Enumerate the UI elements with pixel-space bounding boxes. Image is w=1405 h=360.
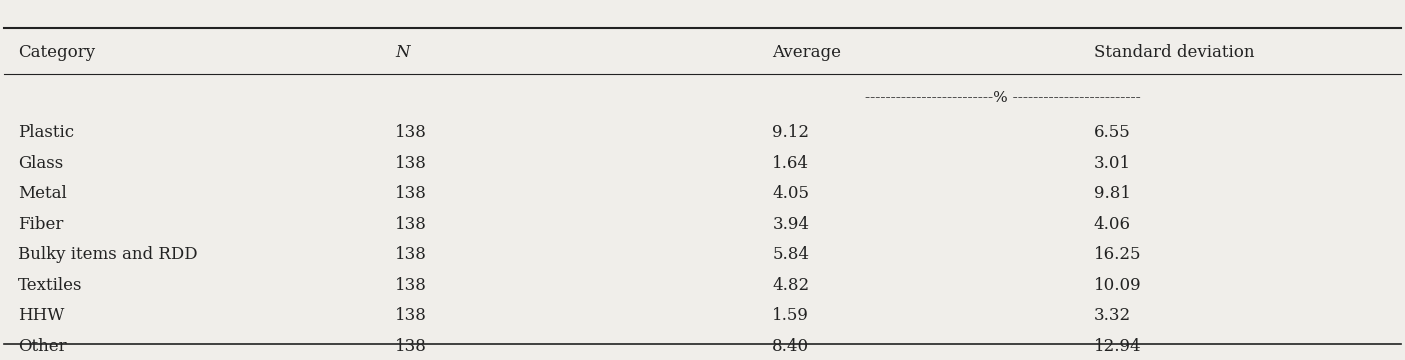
- Text: 1.59: 1.59: [773, 307, 809, 324]
- Text: Other: Other: [18, 338, 67, 355]
- Text: 9.81: 9.81: [1093, 185, 1131, 202]
- Text: 138: 138: [395, 307, 427, 324]
- Text: N: N: [395, 44, 410, 61]
- Text: 3.94: 3.94: [773, 216, 809, 233]
- Text: 10.09: 10.09: [1093, 277, 1141, 294]
- Text: Metal: Metal: [18, 185, 67, 202]
- Text: 3.01: 3.01: [1093, 154, 1131, 172]
- Text: 138: 138: [395, 124, 427, 141]
- Text: 4.05: 4.05: [773, 185, 809, 202]
- Text: 16.25: 16.25: [1093, 246, 1141, 263]
- Text: 138: 138: [395, 154, 427, 172]
- Text: 9.12: 9.12: [773, 124, 809, 141]
- Text: Fiber: Fiber: [18, 216, 63, 233]
- Text: 5.84: 5.84: [773, 246, 809, 263]
- Text: Glass: Glass: [18, 154, 63, 172]
- Text: 138: 138: [395, 277, 427, 294]
- Text: 8.40: 8.40: [773, 338, 809, 355]
- Text: HHW: HHW: [18, 307, 65, 324]
- Text: Category: Category: [18, 44, 96, 61]
- Text: Textiles: Textiles: [18, 277, 83, 294]
- Text: 138: 138: [395, 338, 427, 355]
- Text: Bulky items and RDD: Bulky items and RDD: [18, 246, 198, 263]
- Text: 138: 138: [395, 216, 427, 233]
- Text: 4.82: 4.82: [773, 277, 809, 294]
- Text: 138: 138: [395, 185, 427, 202]
- Text: 1.64: 1.64: [773, 154, 809, 172]
- Text: 3.32: 3.32: [1093, 307, 1131, 324]
- Text: Plastic: Plastic: [18, 124, 74, 141]
- Text: 138: 138: [395, 246, 427, 263]
- Text: -------------------------% -------------------------: -------------------------% -------------…: [865, 91, 1141, 105]
- Text: 12.94: 12.94: [1093, 338, 1141, 355]
- Text: 4.06: 4.06: [1093, 216, 1131, 233]
- Text: Standard deviation: Standard deviation: [1093, 44, 1255, 61]
- Text: Average: Average: [773, 44, 842, 61]
- Text: 6.55: 6.55: [1093, 124, 1130, 141]
